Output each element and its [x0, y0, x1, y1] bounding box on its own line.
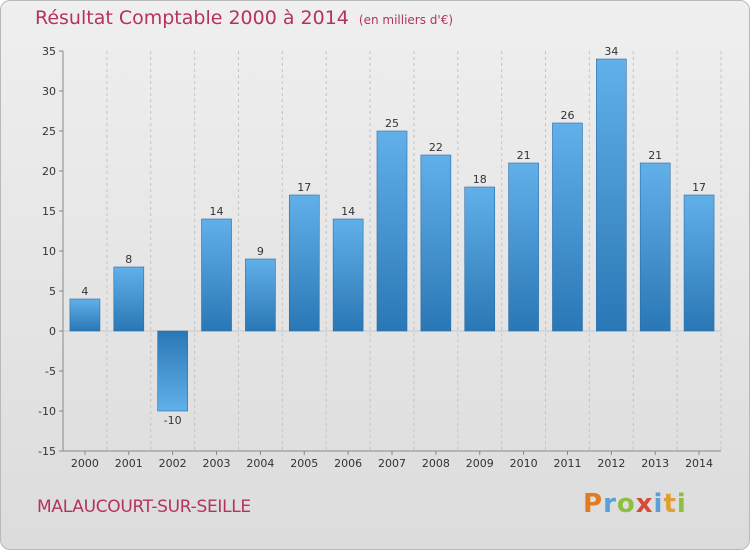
bar	[508, 162, 539, 332]
grid-lines	[62, 51, 722, 451]
data-label: 21	[517, 149, 531, 162]
brand-letter: o	[616, 489, 636, 519]
y-tick-label: -5	[45, 365, 56, 378]
bar	[245, 258, 276, 332]
data-label: 17	[692, 181, 706, 194]
bars	[69, 58, 715, 412]
data-label: 25	[385, 117, 399, 130]
y-tick-label: -10	[38, 405, 56, 418]
commune-name: MALAUCOURT-SUR-SEILLE	[37, 497, 251, 517]
x-tick-label: 2005	[290, 457, 318, 470]
y-tick-label: 0	[49, 325, 56, 338]
bar	[639, 162, 671, 332]
x-tick-label: 2001	[115, 457, 143, 470]
labels: 4 8 -10 14 9 17 14 25 22 18 21 26 34 21 17	[81, 45, 706, 427]
bar	[201, 218, 232, 332]
x-tick-label: 2014	[685, 457, 713, 470]
bar	[464, 186, 496, 332]
data-label: 9	[257, 245, 264, 258]
brand-letter: P	[583, 489, 604, 519]
x-tick-label: 2003	[203, 457, 231, 470]
x-tick-label: 2006	[334, 457, 362, 470]
x-tick-label: 2009	[466, 457, 494, 470]
x-tick-label: 2011	[553, 457, 581, 470]
bar	[332, 218, 364, 332]
bar	[683, 194, 715, 332]
data-label: 18	[473, 173, 487, 186]
x-tick-label: 2013	[641, 457, 669, 470]
data-label: 21	[648, 149, 662, 162]
bar	[596, 58, 627, 332]
x-tick-label: 2007	[378, 457, 406, 470]
bar	[69, 298, 101, 332]
y-tick-label: 20	[42, 165, 56, 178]
data-label: 8	[125, 253, 132, 266]
chart-unit: (en milliers d'€)	[358, 13, 454, 27]
y-tick-label: 25	[42, 125, 56, 138]
data-label: 34	[604, 45, 618, 58]
axes: 35 30 25 20 15 10 5 0 -5 -10 -15 2000 2001 2002 2003 20…	[38, 45, 721, 470]
y-tick-label: 35	[42, 45, 56, 58]
y-tick-label: 15	[42, 205, 56, 218]
proxiti-logo: Proxiti	[583, 489, 687, 519]
chart-title: Résultat Comptable 2000 à 2014 (en millie…	[35, 7, 454, 29]
brand-letter: x	[635, 489, 654, 519]
x-tick-label: 2004	[246, 457, 274, 470]
data-label: 26	[560, 109, 574, 122]
bar	[420, 154, 452, 332]
data-label: 22	[429, 141, 443, 154]
brand-letter: t	[663, 489, 677, 519]
data-label: -10	[164, 414, 182, 427]
data-label: 14	[210, 205, 224, 218]
bar	[288, 194, 320, 332]
bar	[113, 266, 145, 332]
y-tick-label: 10	[42, 245, 56, 258]
data-label: 14	[341, 205, 355, 218]
brand-letter: i	[676, 489, 687, 519]
y-tick-label: 5	[49, 285, 56, 298]
data-label: 17	[297, 181, 311, 194]
bar	[376, 130, 408, 332]
brand-letter: i	[653, 489, 664, 519]
bar	[552, 122, 583, 332]
x-tick-label: 2002	[159, 457, 187, 470]
y-tick-label: -15	[38, 445, 56, 458]
x-tick-label: 2000	[71, 457, 99, 470]
data-label: 4	[81, 285, 88, 298]
y-tick-label: 30	[42, 85, 56, 98]
bar	[157, 330, 188, 412]
x-tick-label: 2010	[510, 457, 538, 470]
x-tick-label: 2012	[597, 457, 625, 470]
x-tick-label: 2008	[422, 457, 450, 470]
brand-letter: r	[603, 489, 617, 519]
